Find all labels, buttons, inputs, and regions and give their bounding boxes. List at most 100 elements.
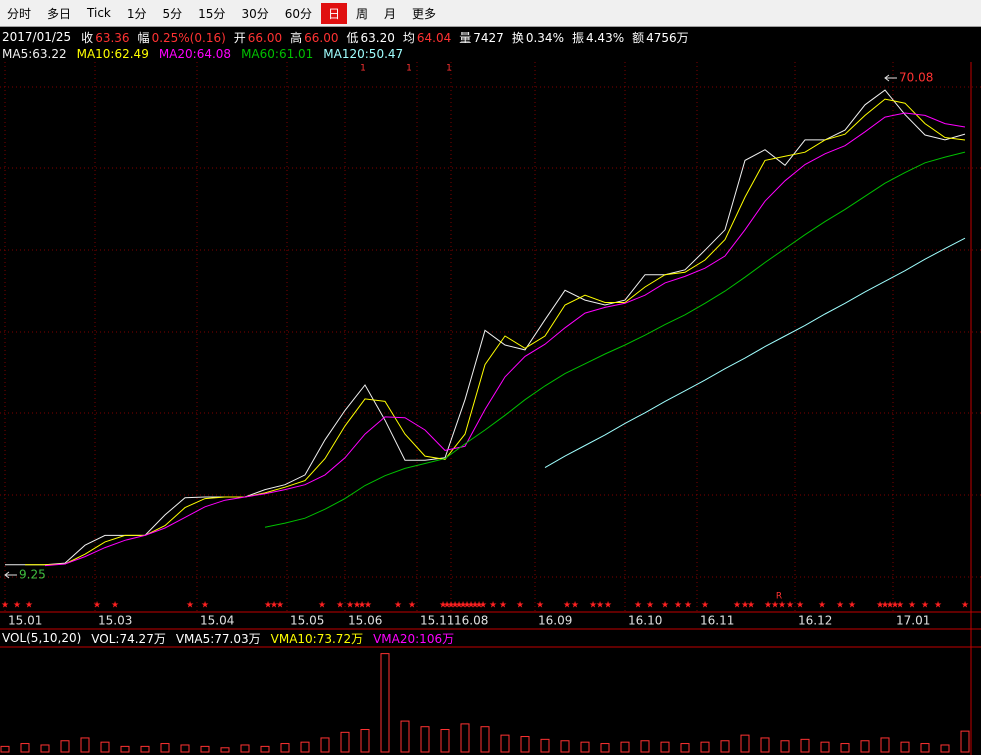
signal-star: ★: [489, 601, 497, 611]
signal-star: ★: [921, 601, 929, 611]
quote-value: 0.34%: [525, 30, 564, 45]
x-tick-label: 16.10: [628, 614, 662, 628]
signal-star: ★: [346, 601, 354, 611]
volume-bar: [540, 738, 550, 753]
signal-star: ★: [336, 601, 344, 611]
period-tab[interactable]: 更多: [412, 6, 437, 21]
period-tab[interactable]: 30分: [241, 6, 269, 21]
volume-bar: [340, 731, 350, 753]
signal-marker: 1: [360, 64, 366, 74]
signal-star: ★: [596, 601, 604, 611]
volume-bar: [560, 740, 570, 753]
quote-label: 额: [632, 30, 645, 45]
quote-label: 开: [233, 30, 246, 45]
ma-line: [44, 112, 966, 567]
signal-star: ★: [891, 601, 899, 611]
period-tab[interactable]: 多日: [47, 6, 72, 21]
signal-star: ★: [908, 601, 916, 611]
volume-bar: [720, 740, 730, 753]
volume-bar: [180, 744, 190, 753]
signal-star: ★: [589, 601, 597, 611]
x-tick-label: 17.01: [896, 614, 930, 628]
period-tab[interactable]: 15分: [198, 6, 226, 21]
quote-value: 63.20: [360, 30, 395, 45]
quote-field: 均 64.04: [403, 29, 451, 46]
quote-field: 额 4756万: [632, 29, 689, 46]
signal-star: ★: [13, 601, 21, 611]
quote-label: 幅: [137, 30, 150, 45]
quote-label: 振: [571, 30, 584, 45]
signal-star: ★: [201, 601, 209, 611]
signal-star: ★: [571, 601, 579, 611]
period-tab[interactable]: 日: [321, 2, 348, 24]
background: [0, 27, 981, 755]
signal-star: ★: [459, 601, 467, 611]
legend-entry: MA120:50.47: [323, 47, 404, 61]
quote-label: 收: [81, 30, 94, 45]
volume-bar: [700, 741, 710, 753]
quote-value: 4.43%: [585, 30, 625, 45]
volume-bar: [460, 723, 470, 753]
signal-star: ★: [447, 601, 455, 611]
period-tab[interactable]: 周: [356, 6, 369, 21]
signal-star: ★: [848, 601, 856, 611]
signal-star: ★: [467, 601, 475, 611]
volume-bar: [20, 743, 30, 753]
signal-star: ★: [516, 601, 524, 611]
signal-star: ★: [408, 601, 416, 611]
ma-line: [264, 151, 966, 528]
volume-bar: [580, 741, 590, 753]
quote-value: 66.00: [304, 30, 339, 45]
volume-bar: [260, 745, 270, 753]
volume-bar: [280, 743, 290, 753]
quote-field: 收 63.36: [81, 29, 129, 46]
signal-star: ★: [318, 601, 326, 611]
x-tick-label: 16.08: [454, 614, 488, 628]
volume-bar: [520, 736, 530, 753]
signal-star: ★: [270, 601, 278, 611]
volume-bar: [120, 745, 130, 753]
volume-bar: [800, 738, 810, 753]
signal-marker: 1: [446, 64, 452, 74]
signal-star: ★: [818, 601, 826, 611]
quote-field: 低 63.20: [347, 29, 395, 46]
x-tick-label: 15.04: [200, 614, 234, 628]
volume-bar: [780, 740, 790, 753]
x-tick-label: 15.06: [348, 614, 382, 628]
signal-star: ★: [471, 601, 479, 611]
period-tab[interactable]: Tick: [87, 6, 111, 20]
signal-star: ★: [674, 601, 682, 611]
signal-star: ★: [961, 601, 969, 611]
quote-value: 64.04: [416, 30, 452, 45]
signal-star: ★: [1, 601, 9, 611]
signal-star: ★: [276, 601, 284, 611]
volume-bar: [740, 734, 750, 753]
quote-label: 低: [346, 30, 359, 45]
signal-star: ★: [443, 601, 451, 611]
volume-bar: [320, 737, 330, 753]
signal-star: ★: [536, 601, 544, 611]
signal-marker: 1: [406, 64, 412, 74]
volume-bar: [940, 744, 950, 753]
signal-star: ★: [499, 601, 507, 611]
period-tab[interactable]: 分时: [7, 6, 32, 21]
period-tab[interactable]: 1分: [126, 6, 147, 21]
signal-star: ★: [479, 601, 487, 611]
volume-legend-entry: VMA5:77.03万: [175, 631, 261, 646]
period-tab[interactable]: 月: [384, 6, 397, 21]
signal-star: ★: [353, 601, 361, 611]
ma-line: [544, 237, 966, 469]
signal-star: ★: [796, 601, 804, 611]
signal-star: ★: [451, 601, 459, 611]
period-tab[interactable]: 60分: [284, 6, 312, 21]
legend-entry: MA20:64.08: [158, 47, 232, 61]
volume-bar: [640, 740, 650, 753]
volume-bar: [80, 737, 90, 753]
period-tab[interactable]: 5分: [162, 6, 183, 21]
quote-label: 高: [290, 30, 303, 45]
signal-star: ★: [463, 601, 471, 611]
volume-bar: [500, 734, 510, 753]
signal-star: ★: [836, 601, 844, 611]
